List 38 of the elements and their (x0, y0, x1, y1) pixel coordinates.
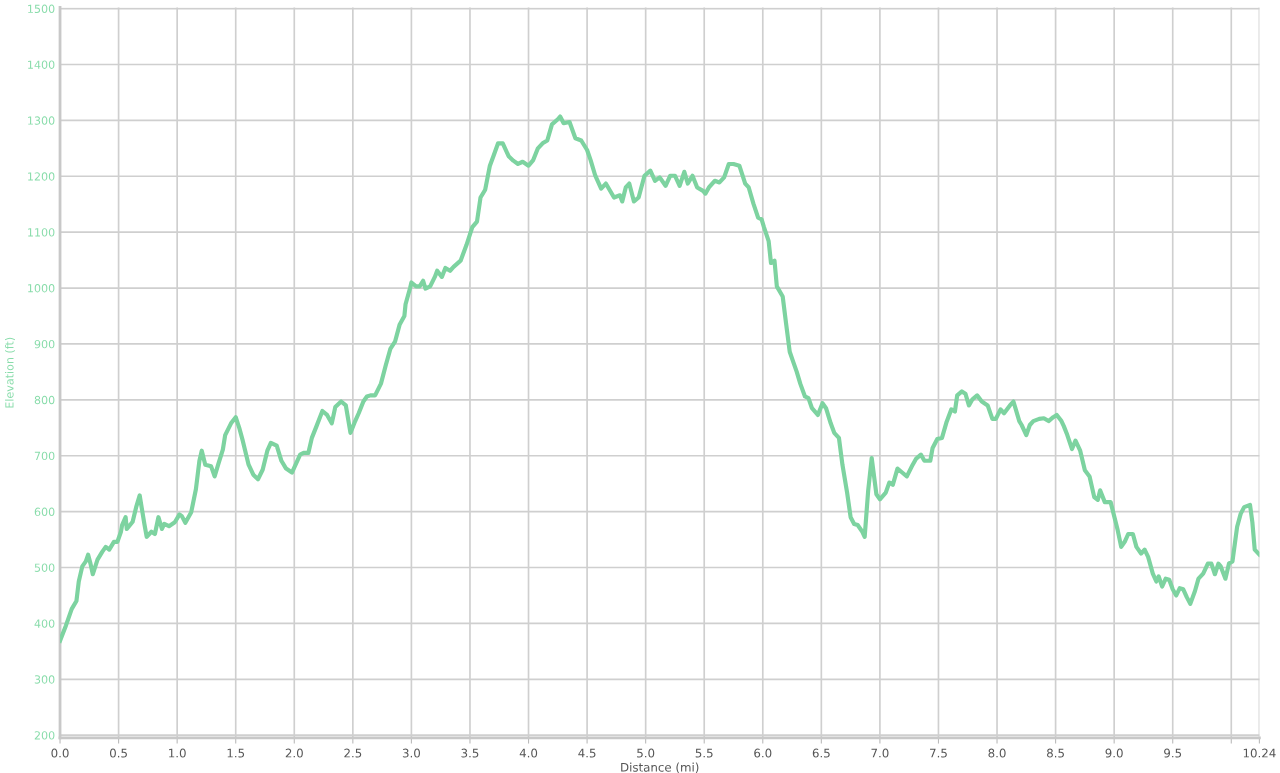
y-tick-label: 900 (34, 339, 55, 349)
x-tick-label: 9.0 (1105, 748, 1123, 758)
x-tick-label: 8.5 (1047, 748, 1064, 758)
x-tick-label: 0.5 (109, 748, 127, 758)
x-axis-title: Distance (mi) (621, 762, 699, 773)
y-tick-label: 800 (34, 395, 55, 405)
x-tick-label: 8.0 (988, 748, 1006, 758)
x-tick-label: 4.0 (519, 748, 538, 758)
x-tick-label: 3.5 (461, 748, 479, 758)
x-tick-label: 2.0 (285, 748, 303, 758)
y-tick-label: 1000 (28, 284, 55, 293)
x-tick-label: 5.5 (695, 748, 713, 758)
y-tick-label: 1400 (28, 60, 55, 69)
y-tick-label: 200 (34, 731, 55, 740)
y-tick-label: 500 (34, 563, 55, 572)
y-tick-label: 400 (34, 619, 55, 628)
y-tick-label: 1100 (28, 228, 55, 237)
y-tick-label: 1500 (28, 4, 55, 13)
line-series (60, 114, 1260, 643)
x-tick-label: 1.5 (227, 748, 245, 758)
y-axis-title: Elevation (ft) (5, 337, 15, 408)
x-tick-label: 0.0 (51, 748, 69, 758)
x-tick-label: 6.5 (812, 748, 830, 758)
y-tick-label: 700 (34, 451, 55, 461)
x-tick-label: 2.5 (344, 748, 362, 758)
y-tick-label: 300 (34, 675, 55, 684)
x-tick-label: 9.5 (1164, 748, 1182, 758)
x-tick-label: 1.0 (169, 748, 186, 758)
x-tick-label: 4.5 (578, 748, 596, 758)
y-tick-label: 600 (34, 507, 55, 517)
y-tick-label: 1300 (28, 116, 55, 125)
y-tick-label: 1200 (28, 172, 55, 181)
x-tick-label: 7.5 (930, 748, 947, 758)
x-tick-label: 10.24 (1243, 748, 1276, 758)
x-tick-label: 6.0 (754, 748, 772, 758)
x-tick-label: 3.0 (402, 748, 421, 758)
x-tick-label: 5.0 (637, 748, 655, 758)
x-tick-label: 7.0 (871, 748, 889, 758)
